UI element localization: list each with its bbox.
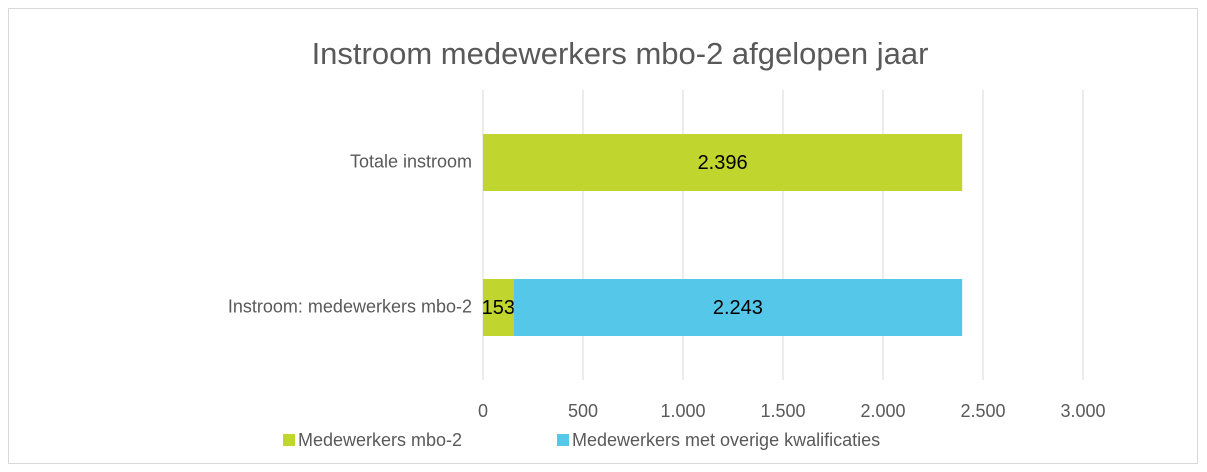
y-tick-label: Instroom: medewerkers mbo-2	[228, 296, 472, 316]
bar	[483, 134, 963, 191]
data-label: 153	[482, 297, 515, 319]
data-label: 2.396	[698, 152, 748, 174]
data-label: 2.243	[713, 297, 763, 319]
y-tick-label: Totale instroom	[350, 151, 472, 171]
x-tick-label: 1.500	[760, 401, 805, 421]
x-tick-label: 2.500	[960, 401, 1005, 421]
chart-frame	[8, 8, 1198, 464]
legend-swatch	[283, 434, 295, 446]
legend-swatch	[557, 434, 569, 446]
legend-label: Medewerkers met overige kwalificaties	[572, 430, 880, 450]
x-tick-label: 500	[568, 401, 598, 421]
legend-label: Medewerkers mbo-2	[298, 430, 462, 450]
x-tick-label: 0	[478, 401, 488, 421]
chart-title: Instroom medewerkers mbo-2 afgelopen jaa…	[312, 36, 929, 71]
bar	[483, 279, 514, 336]
x-tick-label: 1.000	[660, 401, 705, 421]
bar	[513, 279, 963, 336]
x-tick-label: 2.000	[860, 401, 905, 421]
x-tick-label: 3.000	[1060, 401, 1105, 421]
